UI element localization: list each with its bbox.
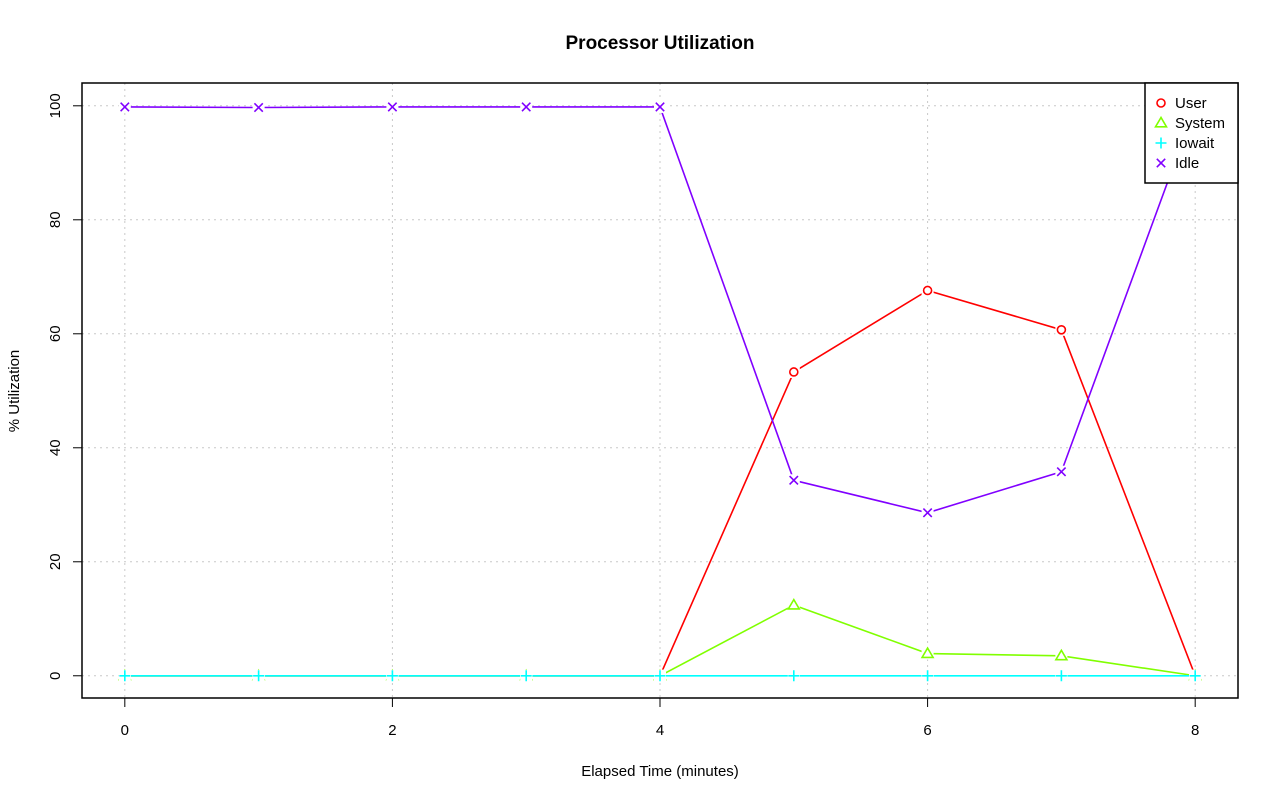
y-tick-label: 100 [47, 93, 64, 118]
y-tick-label: 40 [47, 439, 64, 456]
legend-label-iowait: Iowait [1175, 135, 1215, 152]
x-tick-label: 4 [656, 722, 664, 739]
data-point-iowait [119, 670, 131, 682]
data-point-idle [521, 102, 531, 112]
y-tick-label: 20 [47, 553, 64, 570]
data-point-iowait [654, 670, 666, 682]
x-axis: 0 2 4 6 8 [121, 698, 1199, 739]
data-point-user [788, 367, 799, 377]
data-point-iowait [1055, 670, 1067, 682]
data-point-idle [789, 475, 799, 486]
data-point-idle [922, 507, 933, 518]
data-point-idle [253, 102, 264, 113]
y-axis-label: % Utilization [6, 350, 23, 433]
legend-marker-user [1156, 98, 1166, 108]
x-tick-label: 8 [1191, 722, 1199, 739]
data-point-system [920, 646, 935, 659]
data-point-user [1056, 324, 1067, 335]
data-point-system [1054, 648, 1069, 661]
data-point-iowait [520, 670, 532, 682]
point-gap-system [921, 647, 934, 660]
y-axis: 0 20 40 60 80 100 [47, 93, 82, 680]
x-tick-label: 2 [388, 722, 396, 739]
legend-marker-idle [1156, 158, 1166, 168]
data-point-idle [120, 102, 130, 112]
legend-label-idle: Idle [1175, 155, 1199, 172]
data-point-idle [655, 102, 665, 112]
y-tick-label: 60 [47, 325, 64, 342]
y-tick-label: 80 [47, 211, 64, 228]
x-tick-label: 6 [923, 722, 931, 739]
x-axis-label: Elapsed Time (minutes) [581, 763, 739, 780]
legend-label-user: User [1175, 95, 1207, 112]
series-points [117, 100, 1203, 682]
x-tick-label: 0 [121, 722, 129, 739]
data-point-idle [1056, 466, 1067, 477]
data-point-iowait [253, 670, 265, 682]
data-point-iowait [922, 670, 934, 682]
legend: User System Iowait Idle [1144, 82, 1239, 184]
chart-title: Processor Utilization [566, 33, 755, 54]
legend-marker-system [1154, 115, 1168, 128]
data-point-idle [387, 102, 398, 112]
data-point-iowait [1189, 670, 1201, 682]
legend-label-system: System [1175, 115, 1225, 132]
data-point-user [922, 285, 933, 296]
point-gap-system [787, 599, 800, 612]
data-point-iowait [386, 670, 398, 682]
data-point-iowait [788, 670, 800, 682]
point-gap-system [1055, 649, 1068, 662]
legend-marker-iowait [1155, 137, 1167, 149]
y-tick-label: 0 [47, 672, 64, 680]
data-point-system [786, 598, 801, 610]
